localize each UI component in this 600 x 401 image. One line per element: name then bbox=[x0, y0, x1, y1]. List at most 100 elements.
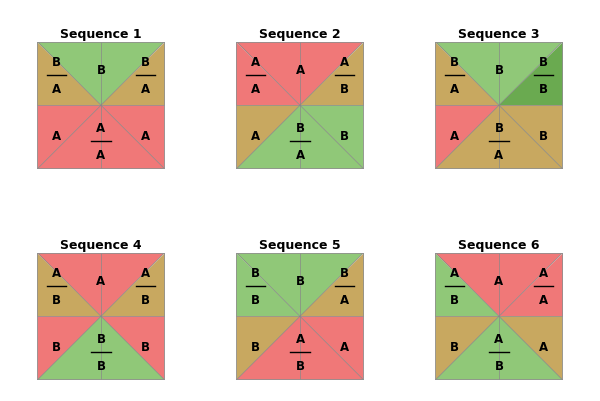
Text: B: B bbox=[97, 332, 106, 345]
Text: A: A bbox=[340, 340, 349, 353]
Text: Sequence 3: Sequence 3 bbox=[458, 27, 540, 41]
Text: B: B bbox=[494, 122, 503, 134]
Polygon shape bbox=[236, 106, 300, 169]
Text: B: B bbox=[539, 130, 548, 143]
Text: B: B bbox=[296, 359, 305, 372]
Text: A: A bbox=[52, 83, 61, 95]
Text: B: B bbox=[340, 83, 349, 95]
Polygon shape bbox=[436, 43, 499, 106]
Text: A: A bbox=[141, 130, 150, 143]
Text: B: B bbox=[141, 293, 150, 306]
Text: Sequence 6: Sequence 6 bbox=[458, 238, 540, 251]
Polygon shape bbox=[101, 106, 164, 169]
Text: A: A bbox=[97, 148, 106, 162]
Polygon shape bbox=[300, 253, 364, 316]
Polygon shape bbox=[236, 43, 300, 106]
Polygon shape bbox=[300, 316, 364, 380]
Text: A: A bbox=[494, 148, 503, 162]
Text: B: B bbox=[494, 64, 503, 77]
Polygon shape bbox=[236, 316, 300, 380]
Polygon shape bbox=[300, 253, 364, 316]
Text: A: A bbox=[539, 293, 548, 306]
Polygon shape bbox=[499, 43, 563, 106]
Polygon shape bbox=[37, 253, 101, 316]
Polygon shape bbox=[499, 43, 563, 106]
Text: A: A bbox=[494, 274, 503, 288]
Text: B: B bbox=[296, 122, 305, 134]
Polygon shape bbox=[101, 253, 164, 316]
Text: B: B bbox=[52, 55, 61, 69]
Text: A: A bbox=[450, 266, 459, 279]
Text: A: A bbox=[340, 55, 349, 69]
Polygon shape bbox=[101, 316, 164, 380]
Text: A: A bbox=[251, 83, 260, 95]
Polygon shape bbox=[436, 106, 499, 169]
Text: B: B bbox=[450, 340, 459, 353]
Text: B: B bbox=[251, 293, 260, 306]
Text: B: B bbox=[450, 55, 459, 69]
Polygon shape bbox=[300, 106, 364, 169]
Text: A: A bbox=[251, 55, 260, 69]
Polygon shape bbox=[499, 253, 563, 316]
Text: B: B bbox=[340, 266, 349, 279]
Polygon shape bbox=[236, 316, 300, 380]
Polygon shape bbox=[37, 106, 101, 169]
Polygon shape bbox=[37, 43, 101, 106]
Polygon shape bbox=[37, 316, 101, 380]
Polygon shape bbox=[300, 316, 364, 380]
Polygon shape bbox=[37, 43, 101, 106]
Polygon shape bbox=[436, 106, 499, 169]
Polygon shape bbox=[101, 316, 164, 380]
Polygon shape bbox=[499, 106, 563, 169]
Polygon shape bbox=[37, 316, 101, 380]
Text: A: A bbox=[52, 130, 61, 143]
Text: A: A bbox=[450, 83, 459, 95]
Polygon shape bbox=[436, 253, 499, 316]
Text: B: B bbox=[539, 55, 548, 69]
Polygon shape bbox=[236, 106, 300, 169]
Text: A: A bbox=[295, 148, 305, 162]
Text: A: A bbox=[97, 274, 106, 288]
Polygon shape bbox=[101, 106, 164, 169]
Polygon shape bbox=[101, 253, 164, 316]
Polygon shape bbox=[236, 253, 300, 316]
Polygon shape bbox=[101, 43, 164, 106]
Text: Sequence 2: Sequence 2 bbox=[259, 27, 341, 41]
Polygon shape bbox=[300, 43, 364, 106]
Polygon shape bbox=[236, 43, 300, 106]
Text: B: B bbox=[97, 64, 106, 77]
Text: A: A bbox=[295, 64, 305, 77]
Text: Sequence 5: Sequence 5 bbox=[259, 238, 341, 251]
Polygon shape bbox=[37, 253, 101, 316]
Text: B: B bbox=[141, 55, 150, 69]
Text: A: A bbox=[295, 332, 305, 345]
Text: B: B bbox=[450, 293, 459, 306]
Polygon shape bbox=[37, 106, 101, 169]
Polygon shape bbox=[499, 316, 563, 380]
Polygon shape bbox=[436, 43, 499, 106]
Text: A: A bbox=[539, 340, 548, 353]
Text: B: B bbox=[251, 340, 260, 353]
Polygon shape bbox=[499, 253, 563, 316]
Polygon shape bbox=[436, 316, 499, 380]
Polygon shape bbox=[300, 106, 364, 169]
Polygon shape bbox=[101, 43, 164, 106]
Text: A: A bbox=[340, 293, 349, 306]
Text: A: A bbox=[539, 266, 548, 279]
Polygon shape bbox=[499, 106, 563, 169]
Polygon shape bbox=[436, 253, 499, 316]
Text: Sequence 1: Sequence 1 bbox=[60, 27, 142, 41]
Text: B: B bbox=[52, 340, 61, 353]
Text: B: B bbox=[539, 83, 548, 95]
Text: A: A bbox=[450, 130, 459, 143]
Text: B: B bbox=[296, 274, 305, 288]
Text: A: A bbox=[97, 122, 106, 134]
Polygon shape bbox=[436, 316, 499, 380]
Text: B: B bbox=[251, 266, 260, 279]
Text: B: B bbox=[52, 293, 61, 306]
Text: B: B bbox=[494, 359, 503, 372]
Text: A: A bbox=[494, 332, 503, 345]
Text: B: B bbox=[141, 340, 150, 353]
Text: A: A bbox=[141, 83, 150, 95]
Text: B: B bbox=[340, 130, 349, 143]
